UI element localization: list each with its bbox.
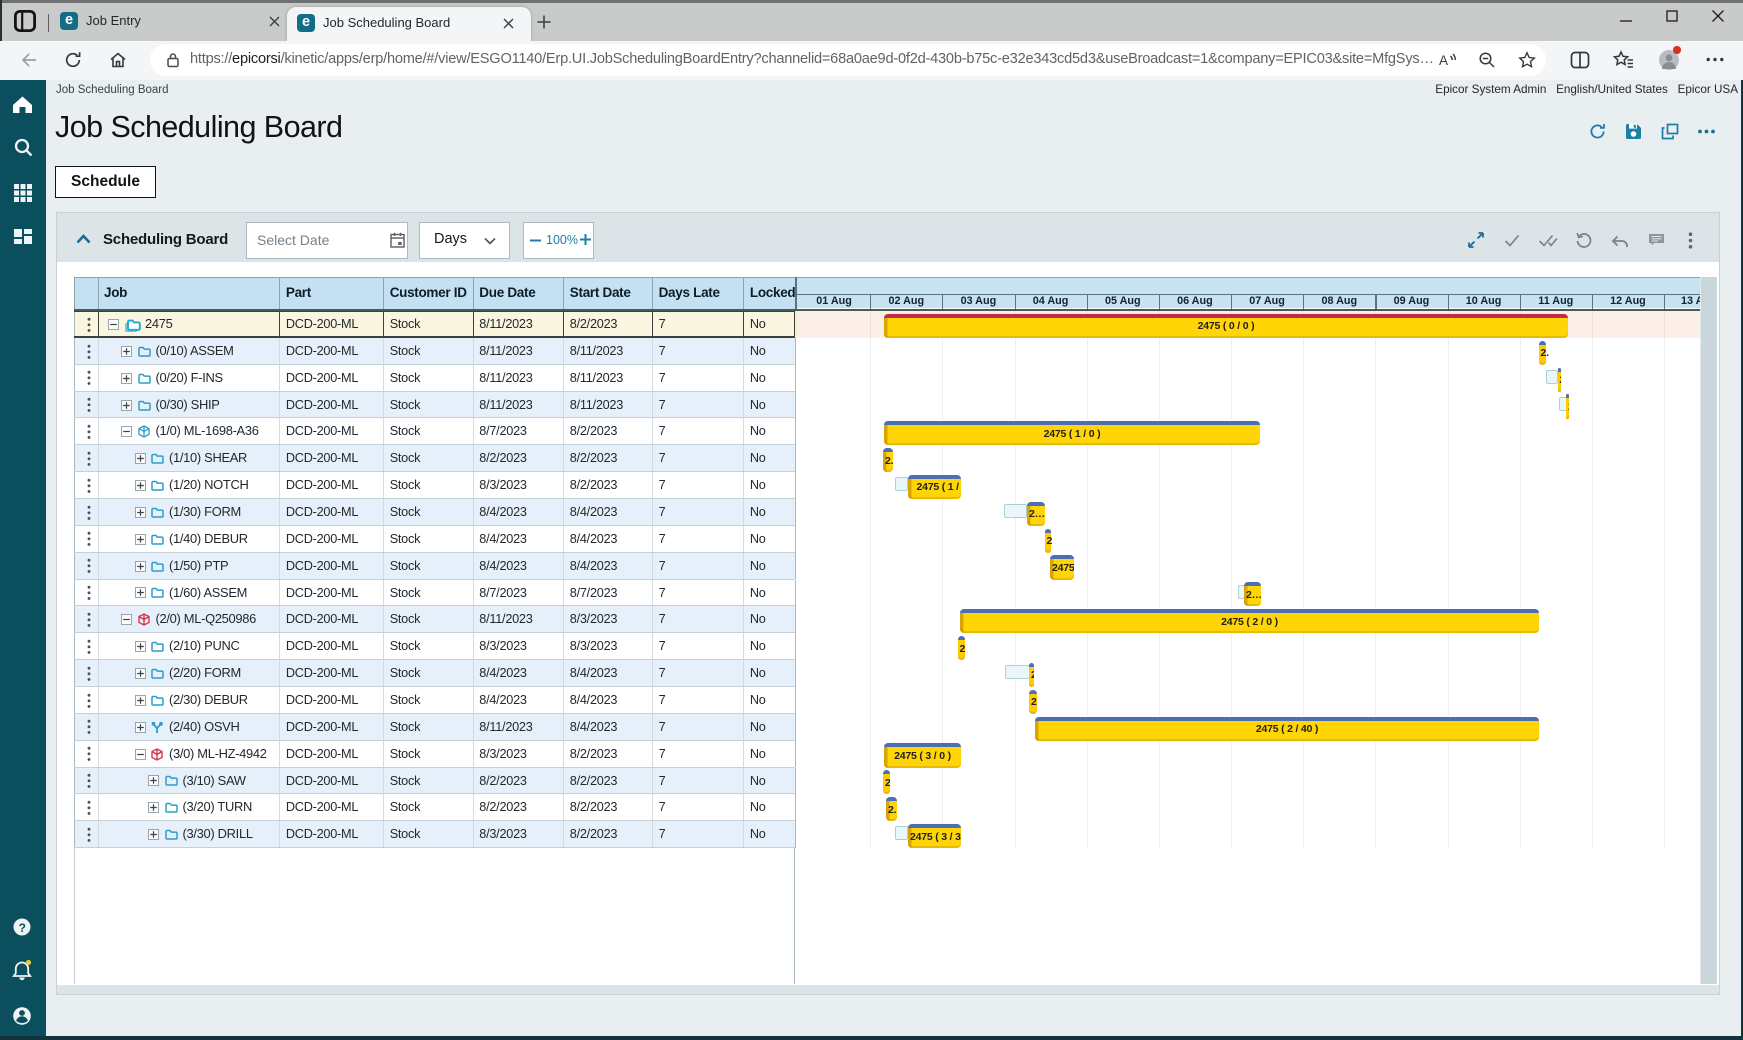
svg-text:?: ? [19,921,26,935]
svg-text:A: A [1439,53,1448,68]
